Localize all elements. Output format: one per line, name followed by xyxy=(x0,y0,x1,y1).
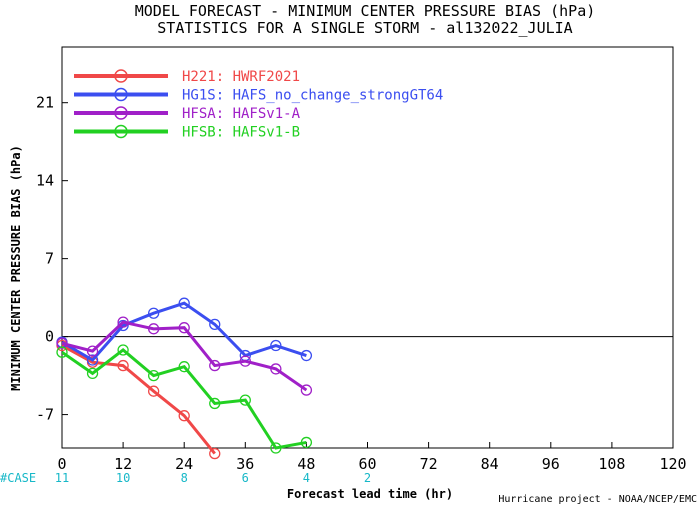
legend-marker xyxy=(114,69,128,83)
data-point xyxy=(86,345,99,357)
data-point xyxy=(209,397,221,410)
legend-marker xyxy=(114,106,128,120)
data-point xyxy=(178,297,190,309)
legend-label: H221: HWRF2021 xyxy=(182,69,300,85)
data-point xyxy=(178,322,190,334)
legend-label: HFSA: HAFSv1-A xyxy=(182,106,301,122)
x-tick-label: 36 xyxy=(236,455,254,473)
legend-label: HFSB: HAFSv1-B xyxy=(182,125,300,141)
x-tick-label: 72 xyxy=(420,455,438,473)
case-count-label: 4 xyxy=(303,471,310,485)
data-point xyxy=(147,323,160,335)
credit-text: Hurricane project - NOAA/NCEP/EMC xyxy=(498,494,697,505)
case-count-label: 8 xyxy=(181,471,188,485)
data-point xyxy=(239,355,251,367)
case-count-label: 6 xyxy=(242,471,249,485)
data-point xyxy=(147,307,160,319)
case-count-label: 11 xyxy=(55,471,69,485)
x-tick-label: 60 xyxy=(358,455,376,473)
data-point xyxy=(86,354,99,366)
data-point xyxy=(209,359,221,372)
data-point xyxy=(117,359,129,372)
case-count-label: 2 xyxy=(364,471,371,485)
series-line xyxy=(62,348,307,450)
data-point xyxy=(147,369,160,382)
data-point xyxy=(147,385,160,397)
data-point xyxy=(209,447,221,460)
data-point xyxy=(178,361,190,373)
plot-frame xyxy=(61,46,674,449)
data-point xyxy=(239,394,251,406)
y-tick-label: 0 xyxy=(45,328,54,346)
data-point xyxy=(300,349,313,362)
data-point xyxy=(178,410,190,422)
x-tick-label: 0 xyxy=(57,455,66,473)
y-tick-label: 14 xyxy=(36,172,54,190)
x-tick-label: 48 xyxy=(297,455,315,473)
data-point xyxy=(300,384,313,396)
data-point xyxy=(300,436,313,449)
legend-marker xyxy=(114,87,128,102)
x-tick-label: 96 xyxy=(542,455,560,473)
x-tick-label: 120 xyxy=(659,455,686,473)
x-tick-label: 84 xyxy=(481,455,499,473)
case-label: #CASE xyxy=(0,471,36,485)
y-axis-label: MINIMUM CENTER PRESSURE BIAS (hPa) xyxy=(9,145,23,391)
data-point xyxy=(117,316,129,328)
legend-label: HG1S: HAFS_no_change_strongGT64 xyxy=(182,88,443,104)
series-line xyxy=(62,301,307,362)
data-point xyxy=(56,346,68,358)
data-point xyxy=(270,442,282,454)
y-tick-label: 21 xyxy=(36,94,54,112)
y-tick-label: -7 xyxy=(36,406,54,424)
x-tick-label: 24 xyxy=(175,455,193,473)
legend-marker xyxy=(114,124,128,139)
case-count-label: 10 xyxy=(116,471,130,485)
x-tick-label: 108 xyxy=(598,455,625,473)
data-point xyxy=(270,339,282,352)
data-point xyxy=(270,363,282,375)
data-point xyxy=(56,337,68,349)
data-point xyxy=(209,318,221,331)
chart-subtitle: STATISTICS FOR A SINGLE STORM - al132022… xyxy=(157,19,572,37)
chart-title: MODEL FORECAST - MINIMUM CENTER PRESSURE… xyxy=(135,2,596,20)
data-point xyxy=(86,367,99,380)
x-tick-label: 12 xyxy=(114,455,132,473)
y-tick-label: 7 xyxy=(45,250,54,268)
series-line xyxy=(62,320,308,392)
data-point xyxy=(117,344,129,356)
x-axis-label: Forecast lead time (hr) xyxy=(287,487,453,501)
